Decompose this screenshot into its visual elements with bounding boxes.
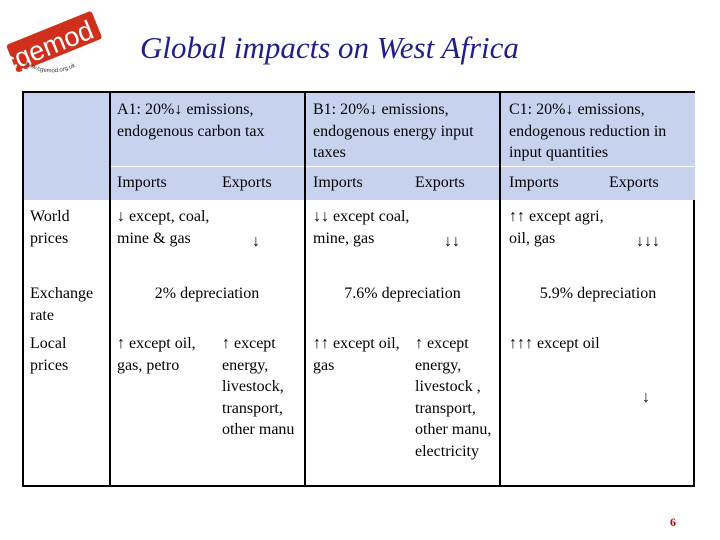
divider-b1-c1 bbox=[499, 93, 501, 485]
local-prices-c1-exports: ↓ bbox=[642, 389, 650, 406]
row-label-local-prices: Local prices bbox=[30, 335, 69, 374]
local-prices-c1-imports: ↑↑↑ except oil bbox=[509, 335, 600, 352]
local-prices-a1-imports: ↑ except oil, gas, petro bbox=[117, 335, 196, 374]
page-title: Global impacts on West Africa bbox=[140, 30, 519, 65]
b1-exports-header: Exports bbox=[415, 174, 465, 191]
c1-exports-header: Exports bbox=[609, 174, 659, 191]
b1-imports-header: Imports bbox=[313, 174, 363, 191]
row-label-exchange-rate: Exchange rate bbox=[30, 285, 94, 324]
exchange-rate-a1: 2% depreciation bbox=[154, 285, 260, 302]
exchange-rate-b1: 7.6% depreciation bbox=[344, 285, 461, 302]
row-label-world-prices: World prices bbox=[30, 208, 70, 247]
a1-imports-header: Imports bbox=[117, 174, 167, 191]
scenario-header-b1: B1: 20%↓ emissions, endogenous energy in… bbox=[313, 101, 474, 161]
header-band bbox=[110, 93, 695, 200]
world-prices-a1-exports: ↓ bbox=[252, 233, 260, 250]
exchange-rate-c1: 5.9% depreciation bbox=[539, 285, 657, 302]
row-label-band bbox=[24, 93, 110, 200]
local-prices-b1-imports: ↑↑ except oil, gas bbox=[313, 335, 400, 374]
c1-imports-header: Imports bbox=[509, 174, 559, 191]
scenario-header-a1: A1: 20%↓ emissions, endogenous carbon ta… bbox=[117, 101, 265, 140]
local-prices-b1-exports: ↑ except energy, livestock , transport, … bbox=[415, 335, 492, 460]
local-prices-a1-exports: ↑ except energy, livestock, transport, o… bbox=[222, 335, 295, 438]
world-prices-a1-imports: ↓ except, coal, mine & gas bbox=[117, 208, 210, 247]
world-prices-c1-imports: ↑↑ except agri, oil, gas bbox=[509, 208, 604, 247]
impacts-table: A1: 20%↓ emissions, endogenous carbon ta… bbox=[22, 91, 695, 487]
header-divider bbox=[110, 166, 695, 167]
scenario-header-c1: C1: 20%↓ emissions, endogenous reduction… bbox=[509, 101, 667, 161]
page-number: 6 bbox=[670, 515, 676, 529]
world-prices-b1-imports: ↓↓ except coal, mine, gas bbox=[313, 208, 410, 247]
divider-a1-b1 bbox=[304, 93, 306, 485]
world-prices-c1-exports: ↓↓↓ bbox=[636, 233, 660, 250]
world-prices-b1-exports: ↓↓ bbox=[444, 233, 460, 250]
cgemod-logo: cgemod www.cgemod.org.uk bbox=[0, 4, 114, 92]
a1-exports-header: Exports bbox=[222, 174, 272, 191]
divider-label-col bbox=[109, 93, 111, 485]
